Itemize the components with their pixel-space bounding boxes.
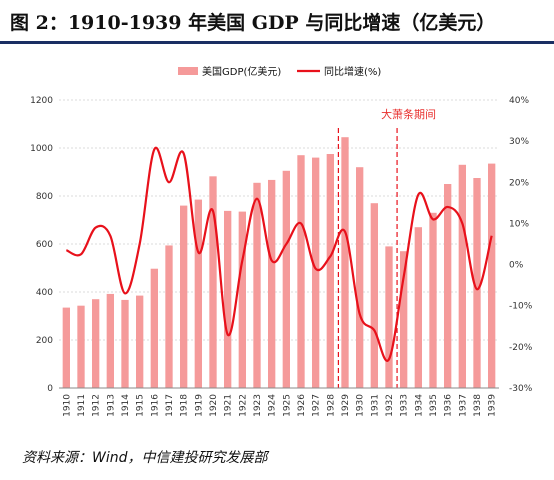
y-left-tick-label: 400 — [36, 288, 53, 298]
y-right-tick-label: -20% — [509, 343, 533, 353]
x-tick-label: 1917 — [165, 394, 175, 417]
y-right-tick-label: 40% — [509, 96, 529, 106]
x-tick-label: 1923 — [253, 394, 263, 417]
x-tick-label: 1915 — [136, 394, 146, 417]
gdp-bar — [341, 137, 349, 388]
gdp-bar — [150, 268, 158, 388]
gdp-bar — [106, 293, 114, 388]
y-left-tick-label: 800 — [36, 192, 53, 202]
x-tick-label: 1933 — [400, 394, 410, 417]
y-right-tick-label: 10% — [509, 219, 529, 229]
title-underline — [0, 41, 554, 44]
x-tick-label: 1920 — [209, 394, 219, 417]
chart: 大萧条期间 020040060080010001200-30%-20%-10%0… — [30, 65, 533, 417]
x-tick-label: 1926 — [297, 394, 307, 417]
gdp-bars — [62, 137, 496, 388]
x-tick-label: 1931 — [370, 394, 380, 417]
legend: 美国GDP(亿美元) 同比增速(%) — [178, 65, 381, 78]
gdp-bar — [92, 299, 100, 388]
gdp-bar — [458, 164, 466, 388]
x-tick-label: 1925 — [282, 394, 292, 417]
y-left-tick-label: 1200 — [30, 96, 53, 106]
gdp-bar — [253, 182, 261, 388]
gdp-bar — [488, 163, 496, 388]
gdp-bar — [62, 307, 70, 388]
x-tick-label: 1914 — [121, 394, 131, 417]
figure-title: 图 2：1910-1939 年美国 GDP 与同比增速（亿美元） — [10, 12, 496, 34]
depression-annotation: 大萧条期间 — [381, 107, 436, 121]
x-tick-label: 1930 — [356, 394, 366, 417]
x-tick-label: 1924 — [268, 394, 278, 417]
y-left-tick-label: 600 — [36, 240, 53, 250]
gdp-bar — [121, 299, 129, 388]
y-right-tick-label: -10% — [509, 302, 533, 312]
x-tick-label: 1929 — [341, 394, 351, 417]
x-tick-label: 1937 — [458, 394, 468, 417]
gdp-bar — [209, 176, 217, 388]
gdp-bar — [165, 245, 173, 388]
x-tick-label: 1928 — [326, 394, 336, 417]
y-right-tick-label: 30% — [509, 137, 529, 147]
y-right-tick-label: 0% — [509, 261, 524, 271]
growth-line — [65, 146, 493, 362]
y-left-tick-label: 200 — [36, 336, 53, 346]
x-tick-label: 1921 — [224, 394, 234, 417]
axes: 0 200 400 600 800 1000 1200 -30% -20% -10% 0% 10% 20… — [30, 96, 533, 417]
growth-line-path — [65, 146, 493, 362]
x-tick-label: 1912 — [92, 394, 102, 417]
gdp-bar — [326, 154, 334, 388]
x-tick-label: 1935 — [429, 394, 439, 417]
gdp-bar — [282, 170, 290, 388]
gdp-bar — [194, 199, 202, 388]
y-right-tick-label: 20% — [509, 178, 529, 188]
gdp-bar — [400, 251, 408, 388]
legend-label-gdp: 美国GDP(亿美元) — [202, 65, 281, 78]
x-tick-label: 1938 — [473, 394, 483, 417]
x-tick-label: 1932 — [385, 394, 395, 417]
gdp-bar — [429, 212, 437, 388]
gdp-bar — [297, 155, 305, 388]
gdp-bar — [385, 246, 393, 388]
y-left-tick-label: 0 — [47, 384, 53, 394]
gdp-bar — [356, 167, 364, 388]
x-tick-label: 1927 — [312, 394, 322, 417]
source-note: 资料来源：Wind，中信建投研究发展部 — [22, 450, 268, 466]
gdp-bar — [414, 227, 422, 388]
gdp-bar — [224, 210, 232, 388]
figure-header: 图 2：1910-1939 年美国 GDP 与同比增速（亿美元） — [0, 0, 554, 44]
x-tick-label: 1918 — [180, 394, 190, 417]
legend-swatch-gdp — [178, 67, 198, 75]
x-tick-label: 1939 — [488, 394, 498, 417]
legend-label-growth: 同比增速(%) — [324, 65, 381, 78]
x-tick-label: 1910 — [62, 394, 72, 417]
x-tick-label: 1911 — [77, 394, 87, 417]
gdp-bar — [268, 179, 276, 388]
gdp-bar — [180, 205, 188, 388]
y-left-tick-label: 1000 — [30, 144, 53, 154]
gridlines — [59, 99, 499, 341]
gdp-bar — [312, 157, 320, 388]
x-tick-label: 1934 — [414, 394, 424, 417]
x-tick-label: 1916 — [150, 394, 160, 417]
x-tick-label: 1913 — [106, 394, 116, 417]
gdp-bar — [444, 184, 452, 388]
gdp-bar — [473, 178, 481, 388]
x-tick-label: 1922 — [238, 394, 248, 417]
gdp-bar — [77, 305, 85, 388]
depression-markers: 大萧条期间 — [337, 107, 436, 388]
gdp-bar — [136, 295, 144, 388]
x-tick-label: 1919 — [194, 394, 204, 417]
gdp-bar — [370, 203, 378, 388]
y-right-tick-label: -30% — [509, 384, 533, 394]
x-tick-label: 1936 — [444, 394, 454, 417]
gdp-bar — [238, 211, 246, 388]
